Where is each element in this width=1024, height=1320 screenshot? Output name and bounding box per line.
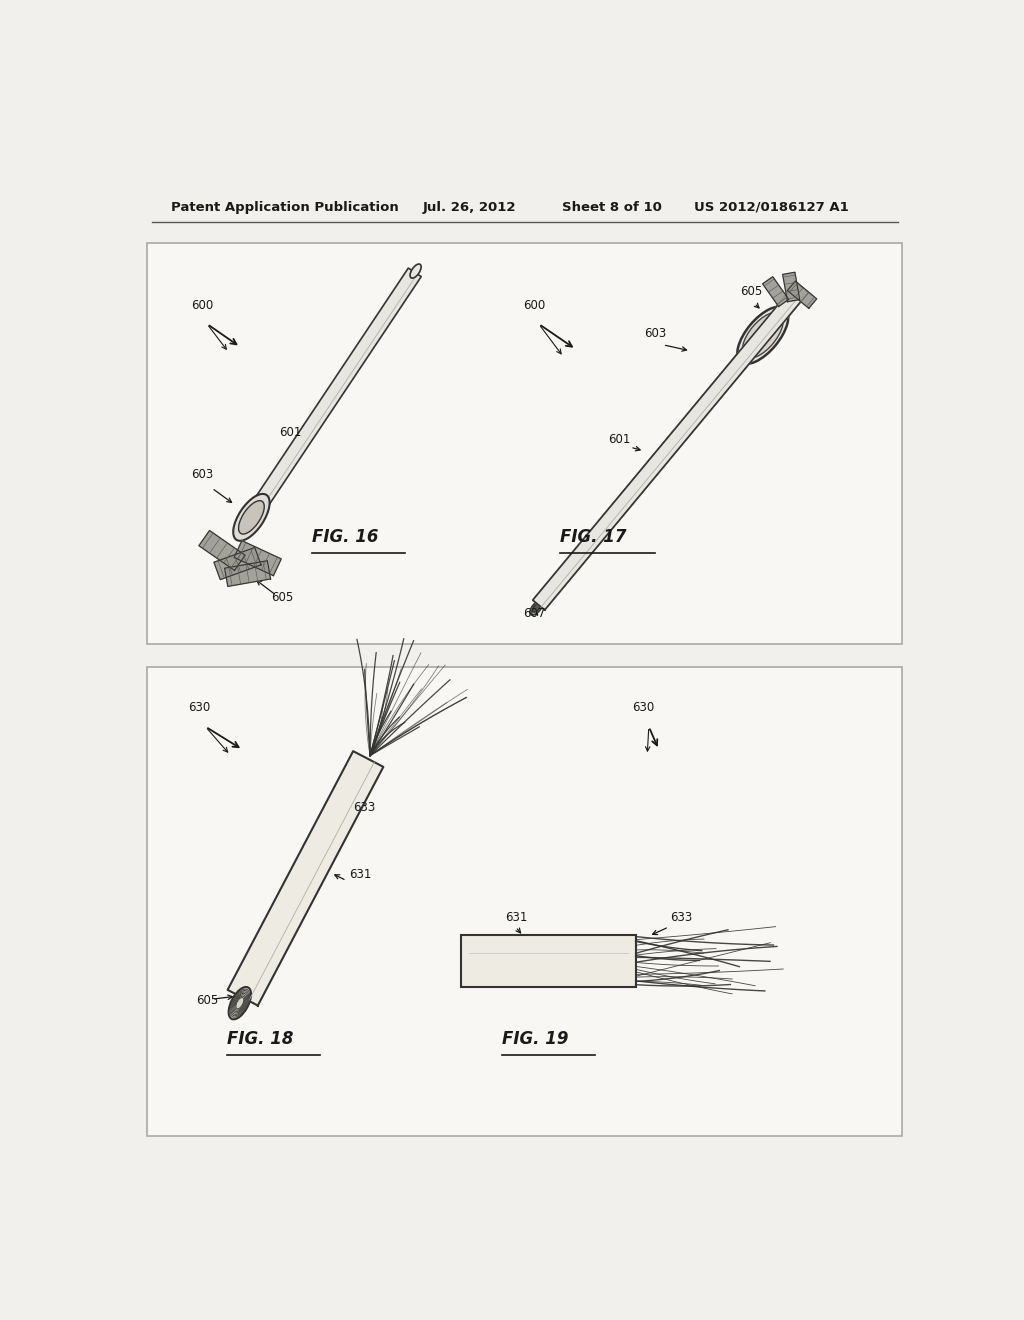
Polygon shape	[247, 268, 421, 519]
Text: 600: 600	[523, 298, 546, 312]
Ellipse shape	[530, 601, 543, 615]
Text: 631: 631	[349, 869, 372, 882]
Text: Jul. 26, 2012: Jul. 26, 2012	[423, 201, 516, 214]
Ellipse shape	[410, 264, 421, 279]
Text: FIG. 17: FIG. 17	[560, 528, 627, 546]
Ellipse shape	[752, 323, 773, 347]
Ellipse shape	[228, 987, 251, 1019]
Text: 605: 605	[271, 591, 294, 605]
Text: 630: 630	[632, 701, 654, 714]
Text: Sheet 8 of 10: Sheet 8 of 10	[562, 201, 662, 214]
Text: 630: 630	[188, 701, 211, 714]
Text: FIG. 19: FIG. 19	[502, 1030, 568, 1048]
Bar	[461, 935, 636, 987]
Text: 605: 605	[740, 285, 763, 298]
Ellipse shape	[532, 603, 540, 612]
Ellipse shape	[233, 494, 269, 541]
Text: 607: 607	[523, 607, 546, 619]
FancyBboxPatch shape	[147, 243, 902, 644]
Polygon shape	[782, 272, 800, 302]
Text: 633: 633	[671, 911, 693, 924]
Polygon shape	[532, 282, 808, 610]
Text: 603: 603	[644, 327, 667, 341]
Text: 605: 605	[197, 994, 218, 1007]
Polygon shape	[199, 531, 245, 570]
Text: 631: 631	[505, 911, 527, 924]
Polygon shape	[787, 281, 817, 309]
Text: 601: 601	[280, 425, 301, 438]
Text: 633: 633	[352, 801, 375, 814]
FancyBboxPatch shape	[147, 667, 902, 1137]
Ellipse shape	[737, 306, 788, 364]
Ellipse shape	[239, 500, 264, 535]
Polygon shape	[532, 282, 808, 610]
Text: US 2012/0186127 A1: US 2012/0186127 A1	[693, 201, 849, 214]
Text: 600: 600	[191, 298, 214, 312]
Text: 603: 603	[191, 469, 214, 480]
Text: FIG. 18: FIG. 18	[227, 1030, 294, 1048]
Polygon shape	[227, 751, 383, 1006]
Polygon shape	[224, 561, 270, 586]
Text: 601: 601	[608, 433, 631, 446]
Text: Patent Application Publication: Patent Application Publication	[171, 201, 398, 214]
Polygon shape	[763, 277, 788, 306]
Ellipse shape	[742, 313, 783, 358]
Text: FIG. 16: FIG. 16	[312, 528, 379, 546]
Polygon shape	[234, 541, 282, 576]
Polygon shape	[214, 548, 261, 579]
